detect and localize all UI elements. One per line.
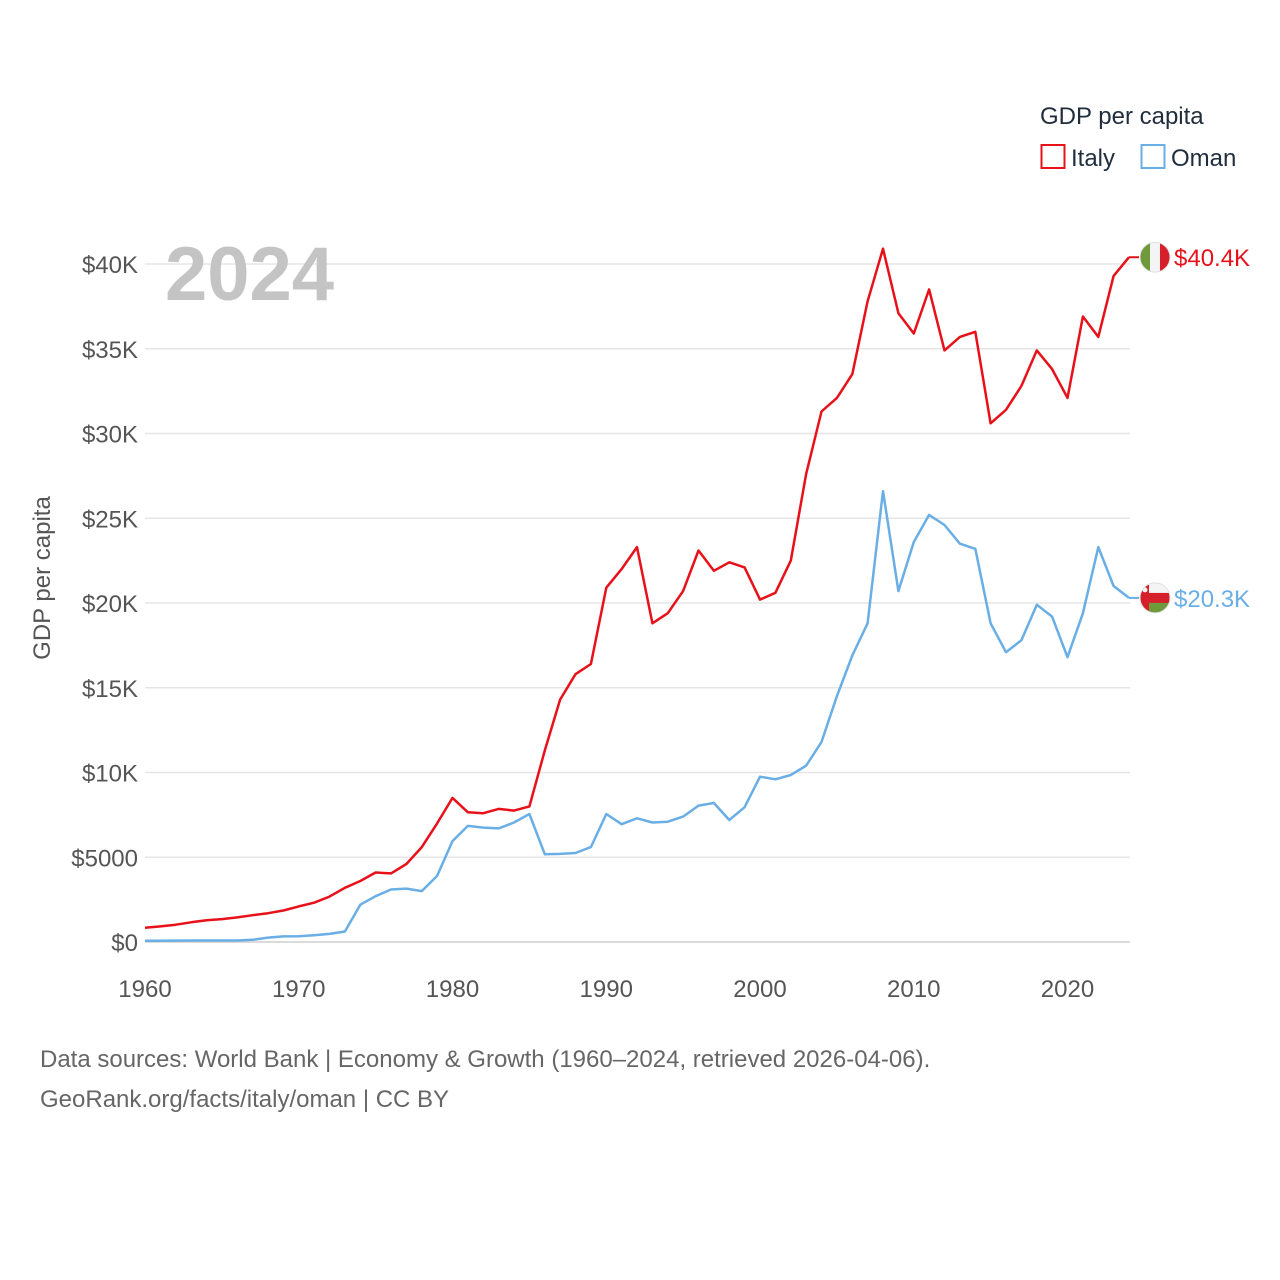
source-line-2: GeoRank.org/facts/italy/oman | CC BY — [40, 1086, 450, 1113]
x-tick-label: 1970 — [272, 976, 325, 1003]
year-watermark: 2024 — [165, 232, 334, 317]
y-tick-label: $10K — [82, 761, 138, 788]
legend-swatch — [1140, 144, 1166, 169]
end-markers: $40.4K $20.3K — [1129, 241, 1250, 614]
oman-flag-icon — [1140, 582, 1170, 613]
flag-ring — [1139, 241, 1171, 273]
y-tick-label: $40K — [82, 252, 138, 279]
grid-lines — [145, 263, 1130, 943]
series-line-oman — [145, 489, 1130, 943]
legend-title: GDP per capita — [1040, 103, 1204, 130]
x-tick-label: 1960 — [118, 976, 171, 1003]
y-tick-label: $30K — [82, 422, 138, 449]
italy-flag-icon — [1140, 242, 1170, 273]
x-tick-label: 2020 — [1041, 976, 1094, 1003]
x-tick-label: 2010 — [887, 976, 940, 1003]
series-line-italy — [144, 247, 1130, 930]
y-tick-label: $20K — [82, 591, 138, 618]
legend[interactable]: GDP per capita Italy Oman — [1040, 103, 1236, 172]
y-tick-label: $0 — [111, 930, 138, 957]
flag-ring — [1139, 582, 1171, 614]
y-tick-label: $5000 — [71, 845, 138, 872]
legend-label: Oman — [1171, 145, 1236, 172]
x-tick-label: 1980 — [426, 976, 479, 1003]
source-note: Data sources: World Bank | Economy & Gro… — [40, 1040, 1240, 1120]
legend-label: Italy — [1071, 145, 1115, 172]
series-lines — [144, 247, 1130, 943]
y-tick-label: $25K — [82, 506, 138, 533]
x-axis-ticks: 1960 1970 1980 1990 2000 2010 2020 — [118, 976, 1094, 1003]
legend-item-oman[interactable]: Oman — [1140, 144, 1237, 172]
legend-item-italy[interactable]: Italy — [1040, 144, 1116, 172]
y-tick-label: $15K — [82, 676, 138, 703]
y-axis-title: GDP per capita — [29, 496, 56, 660]
x-tick-label: 1990 — [580, 976, 633, 1003]
legend-swatch — [1040, 144, 1066, 169]
source-line-1: Data sources: World Bank | Economy & Gro… — [40, 1046, 931, 1073]
x-tick-label: 2000 — [733, 976, 786, 1003]
end-value-label-oman: $20.3K — [1174, 586, 1250, 613]
end-value-label-italy: $40.4K — [1174, 245, 1250, 272]
y-axis-ticks: $0 $5000 $10K $15K $20K $25K $30K $35K $40K — [71, 252, 138, 957]
y-tick-label: $35K — [82, 337, 138, 364]
